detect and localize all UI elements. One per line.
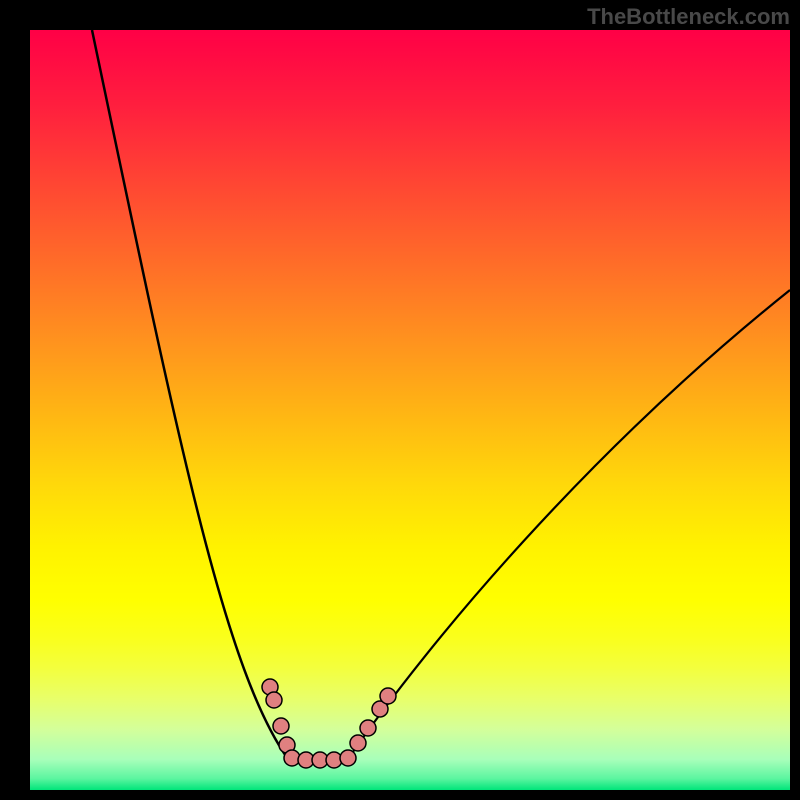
data-marker — [380, 688, 396, 704]
data-marker — [340, 750, 356, 766]
chart-container: TheBottleneck.com — [0, 0, 800, 800]
watermark-text: TheBottleneck.com — [587, 4, 790, 30]
data-marker — [350, 735, 366, 751]
bottleneck-chart — [0, 0, 800, 800]
data-marker — [360, 720, 376, 736]
data-marker — [273, 718, 289, 734]
data-marker — [266, 692, 282, 708]
